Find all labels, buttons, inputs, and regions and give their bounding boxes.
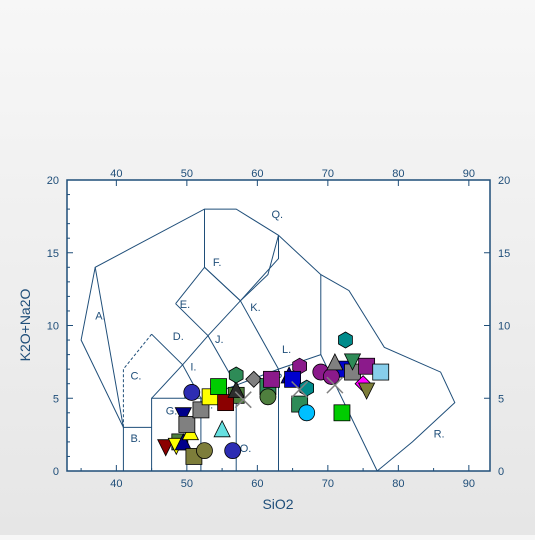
x-tick-label-bottom: 80: [392, 478, 404, 490]
cross-stroke: [326, 376, 344, 394]
field-boundary: [240, 235, 279, 302]
field-boundary: [80, 267, 124, 428]
x-tick-label-top: 70: [322, 168, 334, 180]
field-label: G.: [166, 405, 178, 417]
data-point: [183, 384, 201, 401]
data-point: [358, 357, 376, 375]
y-tick-label-left: 5: [53, 393, 59, 405]
field-label: Q.: [271, 209, 283, 221]
field-label: D.: [173, 331, 184, 343]
field-boundary: [122, 426, 152, 471]
y-axis-label: K2O+Na2O: [17, 289, 33, 362]
data-point: [224, 442, 242, 460]
cross-stroke: [234, 391, 252, 409]
data-point: [227, 380, 245, 398]
data-point: [174, 407, 192, 425]
data-point: [326, 376, 344, 394]
data-point: [338, 331, 353, 349]
y-tick-label-left: 0: [53, 466, 59, 478]
field-label: B.: [130, 433, 140, 445]
field-label: O.: [240, 443, 252, 455]
x-tick-label-top: 60: [251, 168, 263, 180]
field-label: J.: [215, 334, 224, 346]
x-tick-label-bottom: 70: [322, 478, 334, 490]
data-point: [157, 439, 175, 457]
x-tick-label-bottom: 50: [181, 478, 193, 490]
y-tick-label-right: 0: [498, 466, 504, 478]
data-point: [357, 382, 376, 400]
data-point: [234, 391, 252, 409]
x-axis-label: SiO2: [262, 496, 293, 512]
data-point: [343, 353, 362, 371]
y-tick-label-right: 20: [498, 175, 510, 187]
data-point: [210, 378, 227, 396]
field-label: K.: [250, 302, 260, 314]
y-tick-label-right: 15: [498, 248, 510, 260]
data-point: [284, 370, 302, 388]
data-point: [259, 388, 277, 406]
data-point: [196, 442, 213, 460]
data-point: [245, 370, 263, 388]
field-boundary: [175, 303, 237, 386]
data-point: [174, 433, 192, 451]
x-tick-label-bottom: 40: [110, 478, 122, 490]
data-point: [326, 353, 344, 371]
data-point: [213, 419, 231, 438]
field-label: L.: [282, 344, 291, 356]
data-point: [333, 404, 351, 422]
y-tick-label-right: 5: [498, 393, 504, 405]
x-tick-label-top: 40: [110, 168, 122, 180]
cross-stroke: [291, 380, 309, 399]
x-tick-label-top: 50: [181, 168, 193, 180]
x-tick-label-top: 80: [392, 168, 404, 180]
data-point: [228, 366, 244, 384]
field-label: A.: [95, 311, 105, 323]
field-label: R.: [434, 429, 445, 441]
data-point: [298, 404, 316, 422]
y-tick-label-left: 20: [47, 175, 59, 187]
y-tick-label-left: 10: [47, 321, 59, 333]
y-tick-label-right: 10: [498, 321, 510, 333]
data-point: [217, 394, 235, 412]
field-label: C.: [130, 370, 141, 382]
field-label: E.: [180, 299, 190, 311]
field-label: F.: [213, 257, 222, 269]
field-boundary: [94, 208, 456, 472]
field-label: I.: [190, 362, 196, 374]
data-point: [291, 380, 309, 399]
data-point: [192, 401, 210, 419]
data-point: [263, 370, 280, 388]
y-tick-label-left: 15: [47, 248, 59, 260]
x-tick-label-bottom: 90: [463, 478, 475, 490]
x-tick-label-bottom: 60: [251, 478, 263, 490]
x-tick-label-top: 90: [463, 168, 475, 180]
data-point: [372, 363, 390, 381]
data-point: [178, 416, 196, 433]
